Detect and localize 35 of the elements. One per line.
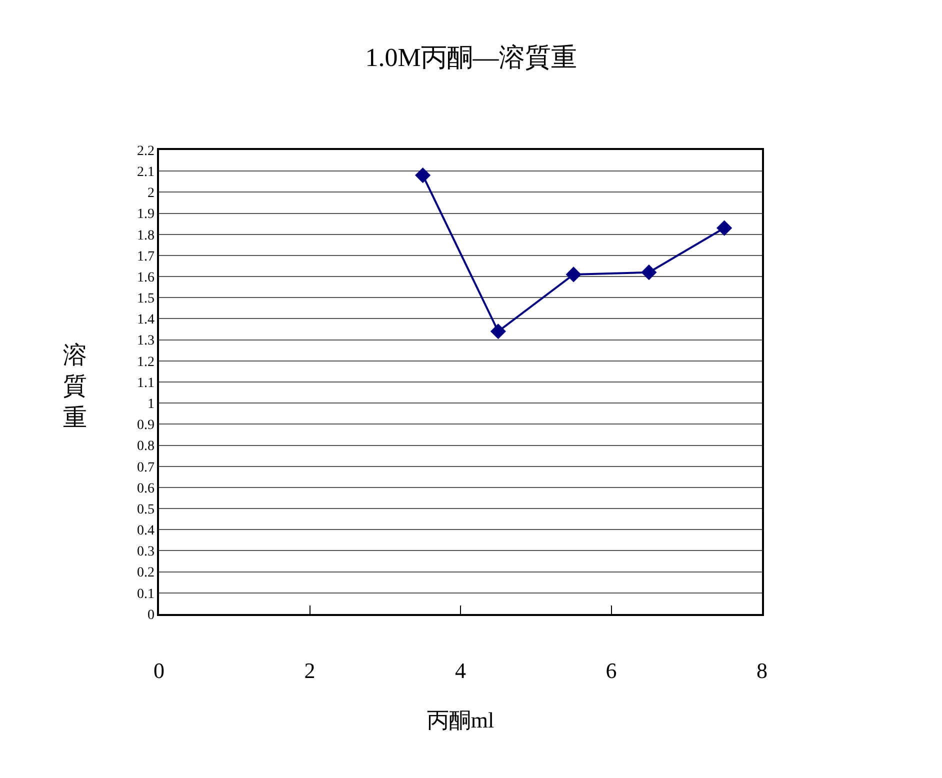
point	[566, 266, 582, 282]
y-tick-label: 1.6	[136, 270, 154, 286]
y-tick-label: 0.3	[136, 544, 154, 560]
y-tick-label: 1.8	[136, 228, 154, 244]
y-tick-label: 1.9	[136, 207, 154, 222]
x-tick-label: 4	[455, 658, 466, 684]
y-tick-label: 2.2	[136, 144, 154, 159]
y-tick-label: 1.4	[136, 312, 154, 328]
y-tick-label: 0.4	[136, 524, 154, 539]
y-tick-label: 1.2	[136, 354, 154, 370]
y-tick-label: 0.6	[136, 481, 154, 496]
x-tick-label: 8	[756, 658, 768, 684]
x-axis-title: 丙酮ml	[426, 708, 494, 733]
y-tick-label: 2.1	[136, 164, 154, 180]
y-tick-label: 0.5	[136, 502, 154, 518]
y-axis-title: 溶質重	[63, 342, 87, 432]
y-tick-label: 1.1	[136, 376, 154, 391]
x-tick-label: 2	[304, 658, 316, 684]
y-tick-label: 0	[147, 608, 154, 623]
point	[641, 264, 657, 280]
y-tick-label: 0.1	[136, 586, 154, 602]
point	[716, 220, 732, 236]
y-tick-label: 0.7	[136, 460, 154, 476]
chart-title: 1.0M丙酮—溶質重	[365, 43, 577, 72]
x-tick-label: 6	[606, 658, 617, 684]
y-tick-label: 1	[147, 396, 154, 412]
point	[415, 168, 431, 184]
y-tick-label: 2	[147, 186, 154, 202]
y-tick-label: 0.2	[136, 566, 154, 581]
y-tick-label: 1.3	[136, 334, 154, 349]
point	[490, 324, 506, 340]
y-tick-label: 1.5	[136, 292, 154, 307]
y-tick-label: 0.9	[136, 418, 154, 434]
y-tick-label: 1.7	[136, 249, 154, 264]
y-tick-label: 0.8	[136, 439, 154, 454]
